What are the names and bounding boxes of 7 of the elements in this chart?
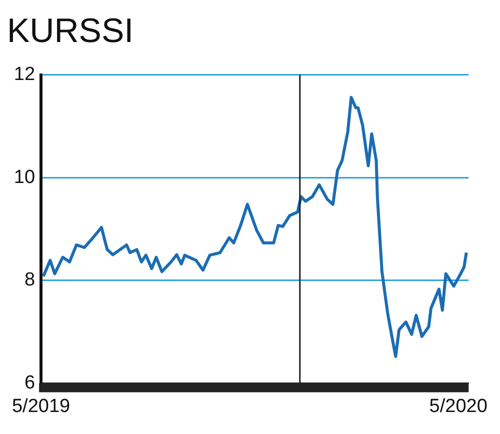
y-tick-label: 8: [24, 270, 36, 291]
x-tick-label: 5/2019: [12, 396, 70, 417]
chart-title: KURSSI: [7, 12, 134, 50]
x-tick-label: 5/2020: [429, 396, 488, 417]
y-tick-label: 6: [24, 372, 36, 394]
y-tick-label: 12: [14, 64, 36, 86]
y-tick-label: 10: [14, 166, 36, 188]
